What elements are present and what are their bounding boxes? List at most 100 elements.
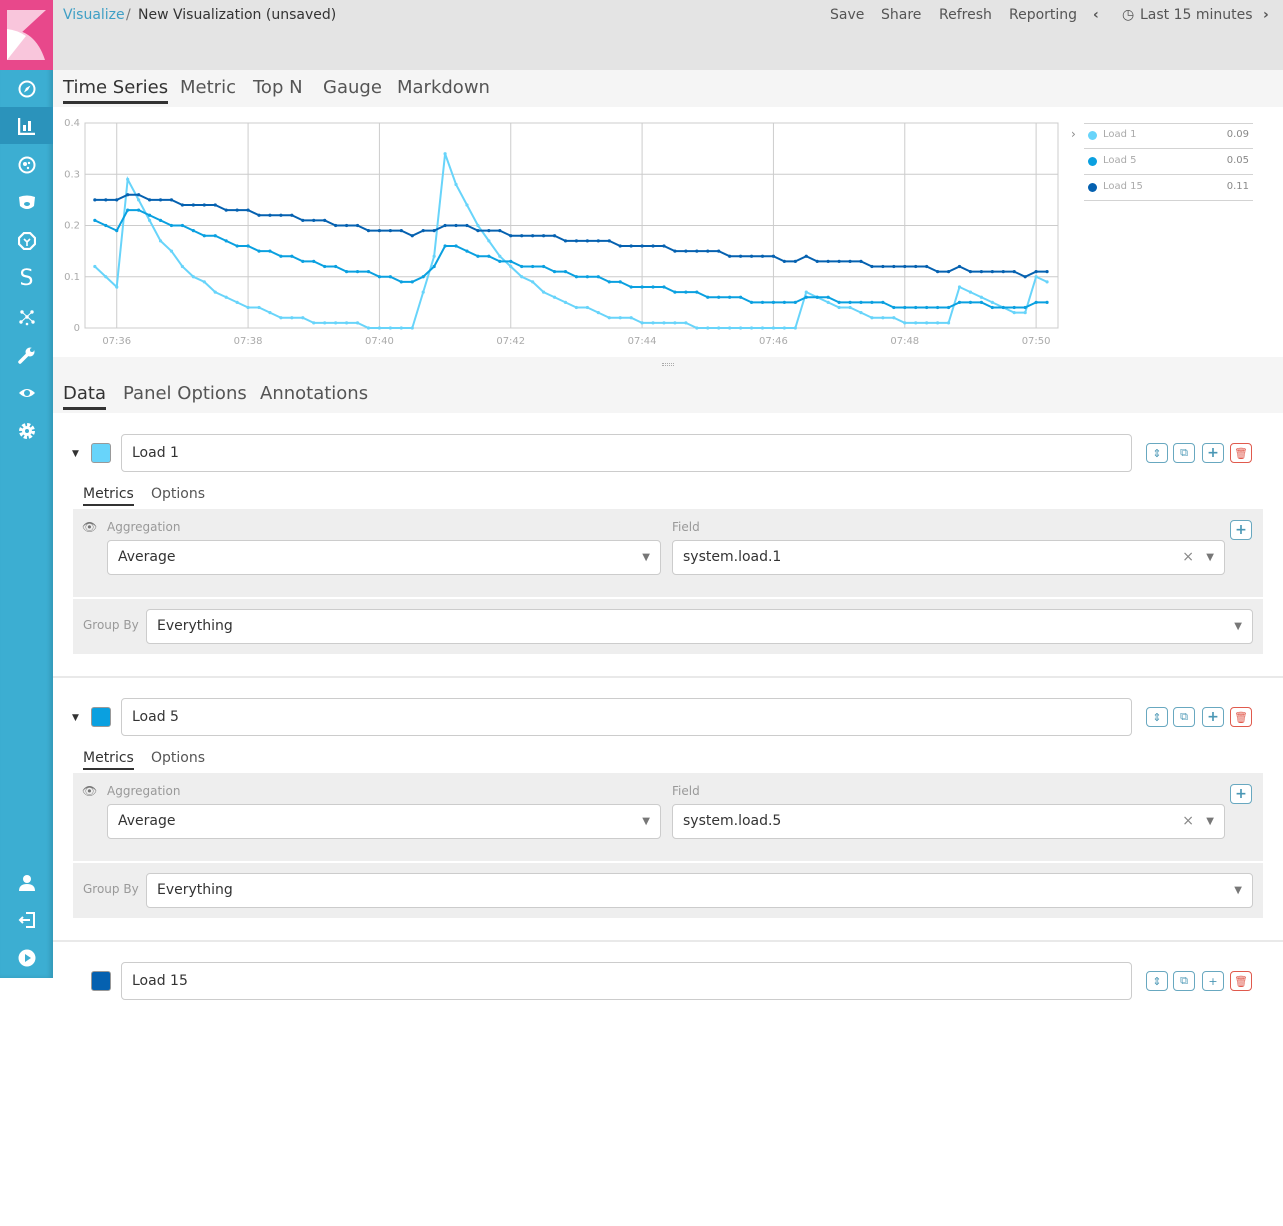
data-point <box>531 280 535 284</box>
legend-item[interactable]: Load 1 0.09 <box>1084 123 1253 149</box>
dashboard-icon[interactable] <box>0 146 53 183</box>
add-metric-icon[interactable]: + <box>1230 784 1252 804</box>
data-point <box>771 254 776 258</box>
data-point <box>793 326 797 330</box>
data-point <box>268 249 272 253</box>
clone-icon[interactable]: ⧉ <box>1173 443 1195 463</box>
chevron-right-icon[interactable]: › <box>1071 127 1076 141</box>
data-point <box>859 311 863 315</box>
bar-chart-icon[interactable] <box>0 107 53 144</box>
caret-down-icon[interactable]: ▼ <box>72 449 79 459</box>
x-tick-label: 07:42 <box>496 336 525 347</box>
field-label: Field <box>672 784 700 798</box>
data-point <box>454 182 458 187</box>
add-series-icon[interactable]: + <box>1202 971 1224 991</box>
share-button[interactable]: Share <box>881 7 922 23</box>
trash-icon[interactable]: 🗑 <box>1230 971 1252 991</box>
save-button[interactable]: Save <box>830 7 865 23</box>
reporting-button[interactable]: Reporting <box>1009 7 1078 23</box>
timelion-icon[interactable] <box>0 184 53 221</box>
aggregation-select[interactable]: Average ▼ <box>107 804 661 839</box>
add-series-icon[interactable]: + <box>1202 707 1224 727</box>
series-label-input[interactable]: Load 15 <box>121 962 1132 1000</box>
data-point <box>936 305 940 310</box>
chevron-left-icon[interactable]: ‹ <box>1093 7 1099 23</box>
caret-down-icon[interactable]: ▼ <box>72 713 79 723</box>
tab-gauge[interactable]: Gauge <box>323 77 382 98</box>
tab-metrics[interactable]: Metrics <box>83 486 134 506</box>
resize-handle[interactable] <box>662 363 674 366</box>
caret-down-icon: ▼ <box>1234 885 1242 896</box>
data-point <box>717 249 721 253</box>
add-metric-icon[interactable]: + <box>1230 520 1252 540</box>
tab-markdown[interactable]: Markdown <box>397 77 490 98</box>
data-point <box>487 229 491 233</box>
data-point <box>443 223 447 228</box>
data-point <box>728 295 732 299</box>
logout-icon[interactable] <box>0 901 53 938</box>
tab-panel-options[interactable]: Panel Options <box>123 383 247 404</box>
reorder-icon[interactable]: ⇕ <box>1146 443 1168 463</box>
s-icon[interactable]: S <box>19 266 34 291</box>
chevron-right-icon[interactable]: › <box>1263 7 1269 23</box>
clone-icon[interactable]: ⧉ <box>1173 971 1195 991</box>
tab-options[interactable]: Options <box>151 750 206 766</box>
group-by-select[interactable]: Everything ▼ <box>146 873 1253 908</box>
series-label-input[interactable]: Load 5 <box>121 698 1132 736</box>
legend-item[interactable]: Load 15 0.11 <box>1084 175 1253 201</box>
tab-time-series[interactable]: Time Series <box>63 77 169 104</box>
time-picker[interactable]: Last 15 minutes <box>1140 7 1253 23</box>
series-label-input[interactable]: Load 1 <box>121 434 1132 472</box>
tab-metrics[interactable]: Metrics <box>83 750 134 770</box>
clear-icon[interactable]: × <box>1182 813 1194 829</box>
data-point <box>1012 311 1016 315</box>
user-icon[interactable] <box>0 864 53 901</box>
data-point <box>870 264 874 269</box>
caret-down-icon: ▼ <box>642 552 650 563</box>
gear-icon[interactable] <box>0 412 53 449</box>
data-point <box>717 295 721 299</box>
compass-icon[interactable] <box>0 70 53 107</box>
data-point <box>946 321 951 325</box>
eye-icon[interactable] <box>0 374 53 411</box>
group-by-select[interactable]: Everything ▼ <box>146 609 1253 644</box>
data-point <box>169 223 174 228</box>
tab-annotations[interactable]: Annotations <box>260 383 369 404</box>
clear-icon[interactable]: × <box>1182 549 1194 565</box>
refresh-button[interactable]: Refresh <box>939 7 992 23</box>
eye-icon[interactable]: 👁 <box>82 784 98 798</box>
eye-icon[interactable]: 👁 <box>82 520 98 534</box>
clone-icon[interactable]: ⧉ <box>1173 707 1195 727</box>
tab-data[interactable]: Data <box>63 383 106 410</box>
graph-icon[interactable] <box>0 298 53 335</box>
tab-top-n[interactable]: Top N <box>253 77 303 98</box>
reorder-icon[interactable]: ⇕ <box>1146 971 1168 991</box>
data-point <box>563 270 568 274</box>
field-select[interactable]: system.load.5 × ▼ <box>672 804 1225 839</box>
chart-plot[interactable]: 0 0.1 0.2 0.3 0.4 07:36 07:38 07:40 07:42 07:44 07… <box>53 107 1073 357</box>
data-point <box>695 249 699 253</box>
data-point <box>158 218 163 222</box>
machine-learning-icon[interactable] <box>0 222 53 259</box>
data-point <box>607 280 611 284</box>
reorder-icon[interactable]: ⇕ <box>1146 707 1168 727</box>
data-point <box>881 316 885 320</box>
kibana-logo[interactable] <box>0 0 53 70</box>
color-picker[interactable] <box>91 971 111 991</box>
wrench-icon[interactable] <box>0 336 53 373</box>
color-picker[interactable] <box>91 443 111 463</box>
tab-metric[interactable]: Metric <box>180 77 236 98</box>
play-icon[interactable] <box>0 939 53 976</box>
color-picker[interactable] <box>91 707 111 727</box>
add-series-icon[interactable]: + <box>1202 443 1224 463</box>
breadcrumb-visualize[interactable]: Visualize <box>63 7 125 23</box>
aggregation-select[interactable]: Average ▼ <box>107 540 661 575</box>
data-point <box>629 244 633 248</box>
clock-icon[interactable]: ◷ <box>1122 7 1135 23</box>
trash-icon[interactable]: 🗑 <box>1230 707 1252 727</box>
data-point <box>968 270 973 274</box>
tab-options[interactable]: Options <box>151 486 206 502</box>
trash-icon[interactable]: 🗑 <box>1230 443 1252 463</box>
field-select[interactable]: system.load.1 × ▼ <box>672 540 1225 575</box>
legend-item[interactable]: Load 5 0.05 <box>1084 149 1253 175</box>
